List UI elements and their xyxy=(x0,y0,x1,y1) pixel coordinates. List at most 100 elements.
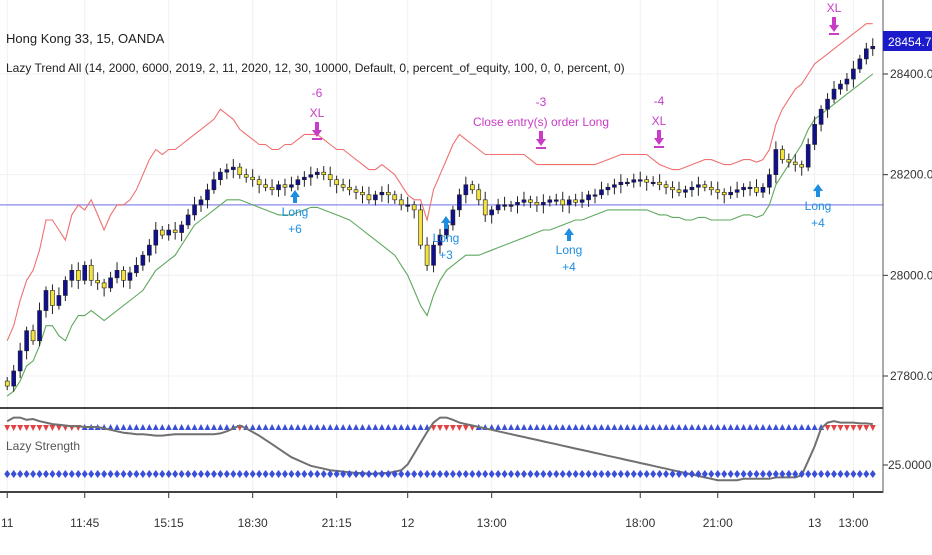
strength-diamonds xyxy=(4,470,876,478)
diamond-marker xyxy=(204,470,211,478)
triangle-up-marker xyxy=(592,424,599,430)
bull-candle xyxy=(153,229,159,246)
triangle-up-marker xyxy=(759,424,766,430)
bull-candle xyxy=(295,179,301,186)
triangle-up-marker xyxy=(624,424,631,430)
triangle-up-marker xyxy=(559,424,566,430)
diamond-marker xyxy=(701,470,708,478)
bear-candle xyxy=(50,290,55,306)
diamond-marker xyxy=(94,470,101,478)
bull-candle xyxy=(114,269,120,279)
triangle-up-marker xyxy=(637,424,644,430)
diamond-marker xyxy=(553,470,560,478)
time-axis[interactable]: 11 11:45 15:15 18:30 21:15 12 13:00 18:00 21:00 1… xyxy=(1,493,869,530)
bear-candle xyxy=(398,199,404,206)
bear-candle xyxy=(482,199,488,216)
diamond-marker xyxy=(4,470,11,478)
bull-candle xyxy=(211,179,217,191)
diamond-marker xyxy=(850,470,857,478)
bull-candle xyxy=(17,350,23,372)
bull-candle xyxy=(147,244,152,256)
diamond-marker xyxy=(68,470,75,478)
triangle-down-marker xyxy=(23,425,30,431)
bull-candle xyxy=(43,290,49,311)
diamond-marker xyxy=(107,470,114,478)
bull-candle xyxy=(24,330,29,352)
triangle-up-marker xyxy=(281,424,288,430)
triangle-up-marker xyxy=(740,424,747,430)
triangle-up-marker xyxy=(417,424,424,430)
triangle-up-marker xyxy=(120,424,127,430)
bull-candle xyxy=(605,186,611,191)
diamond-marker xyxy=(198,470,205,478)
bull-candle xyxy=(198,199,204,206)
triangle-up-marker xyxy=(165,424,172,430)
bear-candle xyxy=(786,159,792,163)
time-tick-label: 12 xyxy=(401,516,415,530)
diamond-marker xyxy=(139,470,146,478)
diamond-marker xyxy=(598,470,605,478)
triangle-up-marker xyxy=(630,424,637,430)
bull-candle xyxy=(857,58,863,70)
diamond-marker xyxy=(411,470,418,478)
bear-candle xyxy=(799,164,805,168)
bull-candle xyxy=(566,199,572,206)
bull-candle xyxy=(502,204,507,207)
diamond-marker xyxy=(30,470,37,478)
triangle-up-marker xyxy=(262,424,269,430)
bull-candle xyxy=(37,310,42,342)
diamond-marker xyxy=(191,470,198,478)
exit-bar xyxy=(654,146,664,148)
triangle-up-marker xyxy=(314,424,321,430)
bear-candle xyxy=(702,184,708,188)
bull-candle xyxy=(205,189,210,201)
triangle-down-marker xyxy=(437,425,443,431)
diamond-marker xyxy=(779,470,786,478)
diamond-marker xyxy=(831,470,838,478)
time-tick-label: 13 xyxy=(808,516,822,530)
time-tick-label: 21:15 xyxy=(322,516,352,530)
study-parameters[interactable]: Lazy Trend All (14, 2000, 6000, 2019, 2,… xyxy=(6,61,625,75)
bull-candle xyxy=(192,204,197,216)
bull-candle xyxy=(224,169,230,173)
lower-pane-title: Lazy Strength xyxy=(6,439,80,453)
triangle-up-marker xyxy=(359,424,366,430)
triangle-down-marker xyxy=(824,425,831,431)
bear-candle xyxy=(237,166,243,175)
time-tick-label: 11:45 xyxy=(70,516,99,530)
diamond-marker xyxy=(333,470,340,478)
diamond-marker xyxy=(430,470,437,478)
bear-candle xyxy=(360,191,365,196)
bull-candle xyxy=(314,171,320,175)
bull-candle xyxy=(508,204,514,207)
bull-candle xyxy=(463,184,469,196)
bear-candle xyxy=(250,176,255,181)
diamond-marker xyxy=(617,470,624,478)
diamond-marker xyxy=(243,470,250,478)
triangle-up-marker xyxy=(210,424,217,430)
pane-separator[interactable] xyxy=(0,407,883,409)
triangle-up-marker xyxy=(805,424,812,430)
trade-label: XL xyxy=(827,1,842,15)
bear-candle xyxy=(95,280,100,284)
price-axis[interactable] xyxy=(883,0,932,550)
triangle-up-marker xyxy=(785,424,792,430)
triangle-up-marker xyxy=(663,424,670,430)
triangle-down-marker xyxy=(449,425,456,431)
diamond-marker xyxy=(688,470,695,478)
diamond-marker xyxy=(249,470,256,478)
diamond-marker xyxy=(843,470,850,478)
diamond-marker xyxy=(772,470,779,478)
triangle-up-marker xyxy=(508,424,515,430)
time-tick-label: 21:00 xyxy=(703,516,733,530)
triangle-up-marker xyxy=(617,424,624,430)
bull-candle xyxy=(760,186,766,193)
trade-label: Long xyxy=(556,243,583,257)
triangle-up-marker xyxy=(269,424,276,430)
triangle-up-marker xyxy=(721,424,728,430)
diamond-marker xyxy=(488,470,495,478)
diamond-marker xyxy=(482,470,489,478)
diamond-marker xyxy=(327,470,334,478)
triangle-down-marker xyxy=(36,425,43,431)
